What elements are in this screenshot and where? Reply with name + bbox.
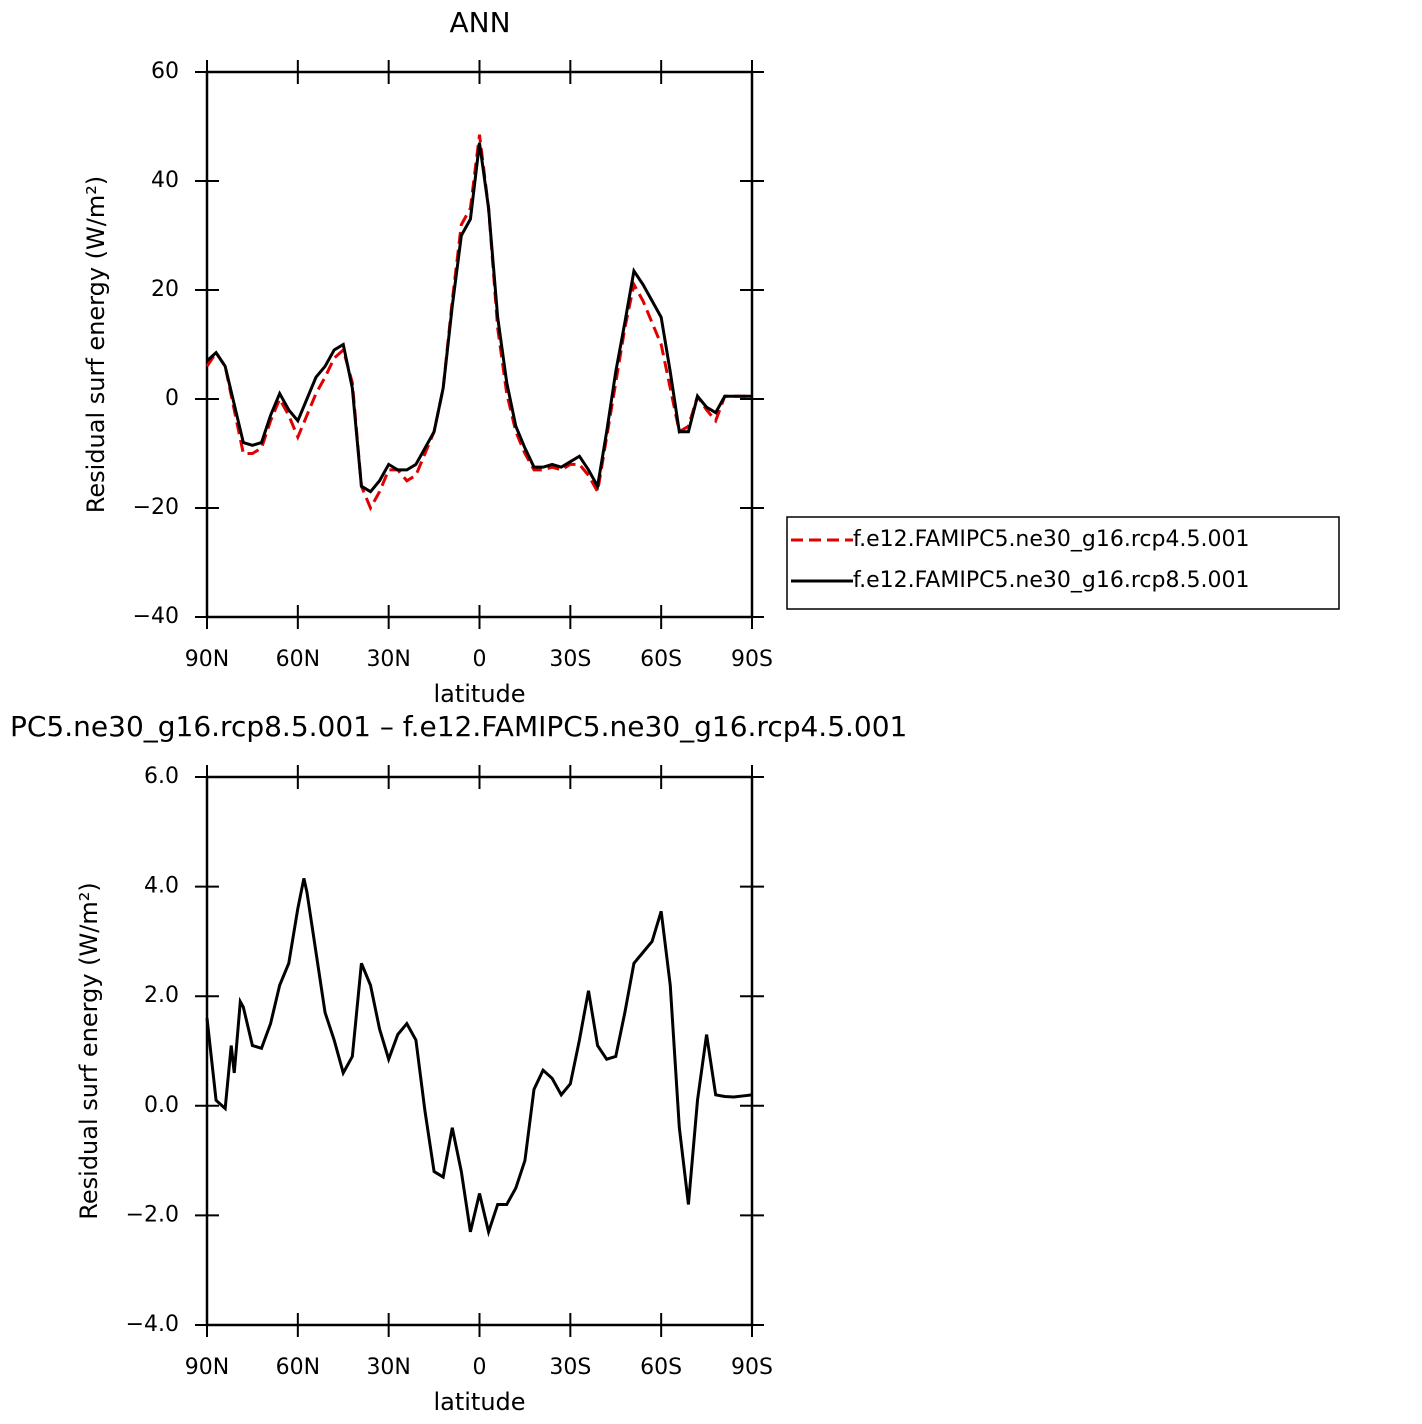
x-axis-label: latitude [433,1388,525,1416]
x-tick-label: 60S [640,1355,682,1380]
x-tick-label: 30S [549,647,591,672]
y-tick-label: −40 [133,604,179,629]
x-tick-label: 30S [549,1355,591,1380]
y-tick-label: 0.0 [144,1093,179,1118]
y-tick-label: 40 [151,168,179,193]
y-tick-label: −2.0 [126,1202,179,1227]
y-tick-label: 6.0 [144,764,179,789]
y-tick-label: 0 [165,386,179,411]
y-tick-label: 4.0 [144,874,179,899]
legend-label: f.e12.FAMIPC5.ne30_g16.rcp8.5.001 [853,568,1249,593]
y-tick-label: 20 [151,277,179,302]
legend-label: f.e12.FAMIPC5.ne30_g16.rcp4.5.001 [853,527,1249,552]
series-line [205,134,752,512]
x-tick-label: 30N [366,1355,410,1380]
x-tick-label: 60N [276,1355,320,1380]
y-tick-label: 2.0 [144,983,179,1008]
x-tick-label: 0 [473,1355,487,1380]
series-line [205,142,752,494]
x-axis-label: latitude [433,680,525,708]
chart-title: PC5.ne30_g16.rcp8.5.001 – f.e12.FAMIPC5.… [10,710,907,743]
x-tick-label: 60S [640,647,682,672]
x-tick-label: 30N [366,647,410,672]
x-tick-label: 90S [731,647,773,672]
y-axis-label: Residual surf energy (W/m²) [82,176,110,513]
y-axis-label: Residual surf energy (W/m²) [75,882,103,1219]
y-tick-label: 60 [151,59,179,84]
x-tick-label: 90N [185,1355,229,1380]
x-tick-label: 90S [731,1355,773,1380]
series-line [205,878,753,1238]
legend-box [786,516,1340,610]
x-tick-label: 0 [473,647,487,672]
x-tick-label: 90N [185,647,229,672]
y-tick-label: −4.0 [126,1312,179,1337]
chart-title: ANN [449,6,510,39]
x-tick-label: 60N [276,647,320,672]
plot-frame [205,775,754,1327]
y-tick-label: −20 [133,495,179,520]
